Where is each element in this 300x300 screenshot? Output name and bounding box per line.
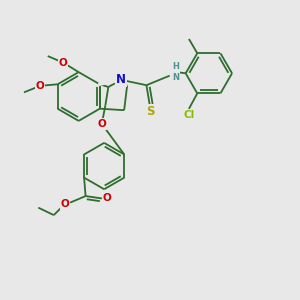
Text: O: O bbox=[36, 81, 45, 91]
Text: O: O bbox=[98, 119, 106, 129]
Text: N: N bbox=[116, 74, 126, 86]
Text: Cl: Cl bbox=[183, 110, 195, 120]
Text: O: O bbox=[103, 194, 112, 203]
Text: H
N: H N bbox=[172, 62, 179, 82]
Text: O: O bbox=[59, 58, 68, 68]
Text: O: O bbox=[60, 199, 69, 209]
Text: S: S bbox=[146, 105, 154, 118]
